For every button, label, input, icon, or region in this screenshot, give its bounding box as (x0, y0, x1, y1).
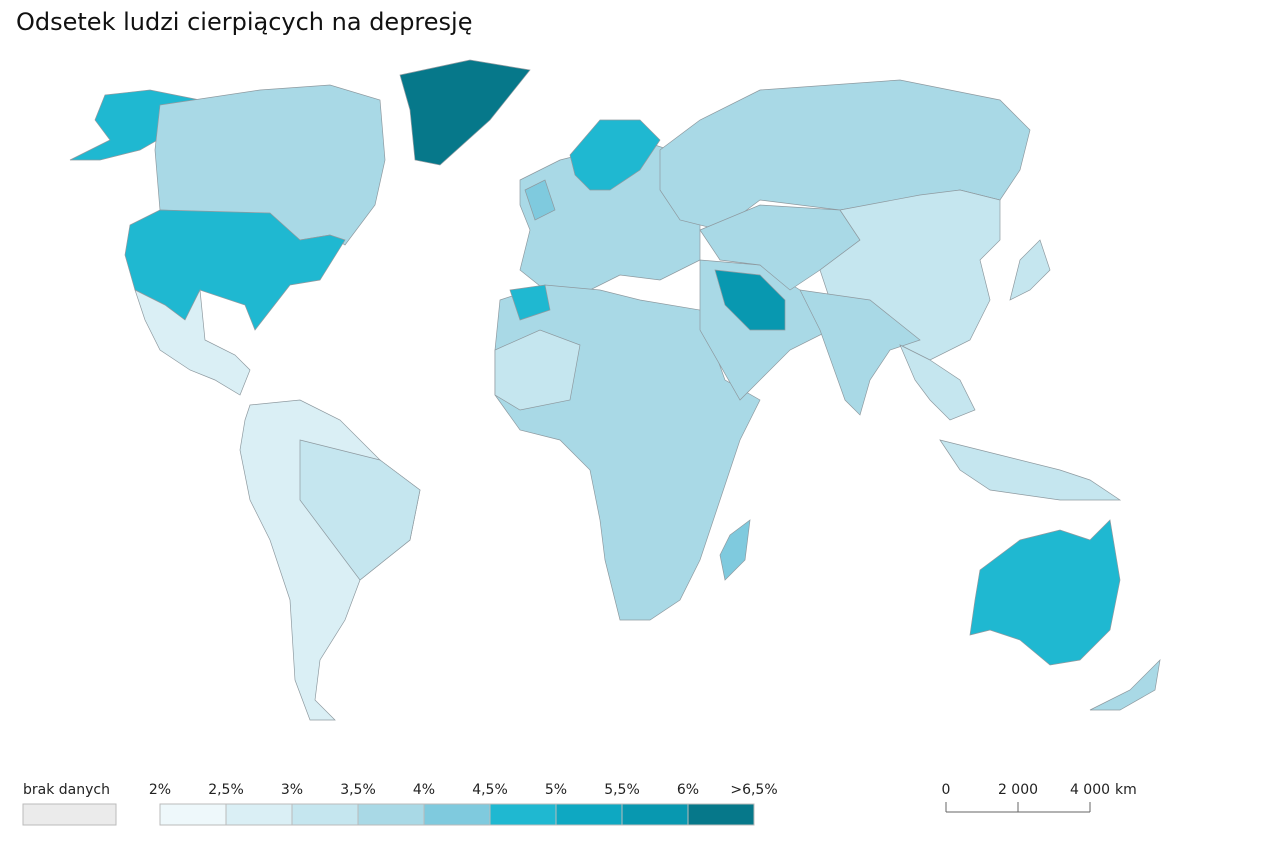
legend-swatch (291, 803, 359, 826)
country (899, 344, 976, 421)
legend: brak danych 2% 2,5% 3% 3,5% 4% 4,5% 5% 5,5% 6% >6,… (22, 782, 778, 826)
legend-label: 4,5% (472, 782, 508, 798)
country (509, 284, 551, 321)
scale-bar: 0 2 000 4 000 km (942, 782, 1137, 813)
scale-label: 0 (942, 782, 951, 798)
legend-swatch (357, 803, 425, 826)
legend-label: 4% (413, 782, 435, 798)
scale-label: 4 000 (1070, 782, 1110, 798)
legend-swatch (687, 803, 755, 826)
legend-label: 5,5% (604, 782, 640, 798)
legend-label: 3,5% (340, 782, 376, 798)
legend-label: 3% (281, 782, 303, 798)
legend-swatch (621, 803, 689, 826)
country (399, 59, 531, 166)
legend-swatch (159, 803, 227, 826)
legend-swatch (423, 803, 491, 826)
country (969, 519, 1121, 666)
legend-label: 6% (677, 782, 699, 798)
country (799, 289, 921, 416)
legend-label: 5% (545, 782, 567, 798)
map-title: Odsetek ludzi cierpiących na depresję (16, 8, 473, 36)
scale-label: 2 000 (998, 782, 1038, 798)
legend-label: >6,5% (730, 782, 777, 798)
country (524, 179, 556, 221)
legend-swatch (489, 803, 557, 826)
legend-label: 2% (149, 782, 171, 798)
country (1009, 239, 1051, 301)
legend-swatch (225, 803, 293, 826)
country (494, 329, 581, 411)
country (714, 269, 786, 331)
legend-swatch (555, 803, 623, 826)
country (939, 439, 1122, 501)
legend-label: brak danych (23, 782, 110, 798)
country (299, 439, 421, 581)
country (134, 288, 251, 396)
countries (69, 59, 1161, 721)
country (124, 209, 346, 331)
legend-label: 2,5% (208, 782, 244, 798)
country (569, 119, 661, 191)
legend-swatch (22, 803, 117, 826)
country (719, 519, 751, 581)
scale-unit: km (1115, 782, 1137, 798)
country (1089, 658, 1161, 711)
